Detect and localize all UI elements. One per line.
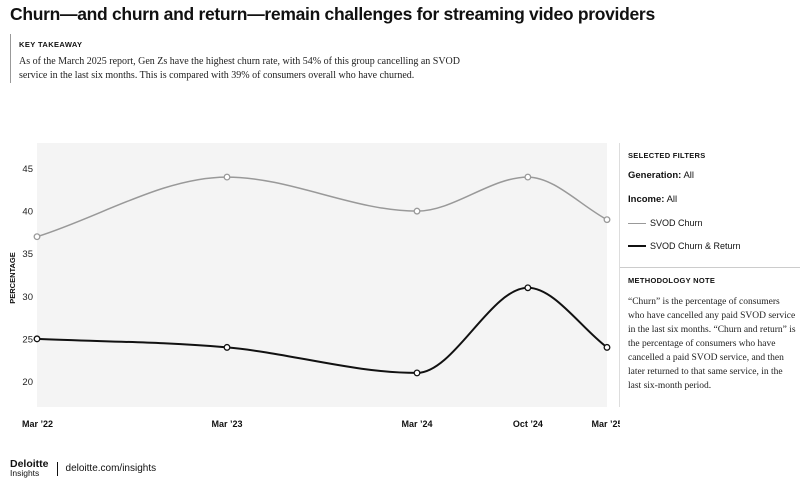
methodology-heading: METHODOLOGY NOTE bbox=[628, 276, 716, 285]
y-tick-label: 40 bbox=[22, 207, 33, 218]
methodology-text: “Churn” is the percentage of consumers w… bbox=[628, 297, 796, 391]
data-point-churn-return[interactable] bbox=[524, 284, 532, 292]
data-point-churn[interactable] bbox=[524, 173, 532, 181]
sidebar: SELECTED FILTERS Generation: All Income:… bbox=[619, 143, 800, 407]
legend-item-churn-return: SVOD Churn & Return bbox=[628, 241, 800, 251]
logo-line-1: Deloitte bbox=[10, 458, 49, 470]
legend-swatch-churn bbox=[628, 222, 646, 224]
page-title: Churn—and churn and return—remain challe… bbox=[10, 4, 655, 24]
sidebar-divider bbox=[620, 267, 800, 268]
data-point-churn-return[interactable] bbox=[603, 343, 611, 351]
legend-label-churn: SVOD Churn bbox=[650, 218, 703, 228]
income-filter: Income: All bbox=[628, 194, 800, 205]
income-filter-value: All bbox=[666, 194, 678, 205]
deloitte-insights-logo: Deloitte Insights bbox=[10, 458, 49, 478]
data-point-churn-return[interactable] bbox=[223, 343, 231, 351]
generation-filter-value: All bbox=[683, 170, 694, 181]
generation-filter-label: Generation: bbox=[628, 170, 682, 181]
x-tick-label: Mar ’22 bbox=[22, 419, 53, 429]
y-axis-label: PERCENTAGE bbox=[8, 252, 17, 304]
y-tick-label: 45 bbox=[22, 164, 33, 175]
key-takeaway-label: KEY TAKEAWAY bbox=[19, 40, 83, 49]
legend-label-churn-return: SVOD Churn & Return bbox=[650, 241, 741, 251]
footer-url-link[interactable]: deloitte.com/insights bbox=[56, 462, 156, 476]
filters-heading: SELECTED FILTERS bbox=[628, 151, 706, 160]
generation-filter: Generation: All bbox=[628, 170, 800, 181]
y-tick-label: 30 bbox=[22, 292, 33, 303]
series-line-churn-return bbox=[36, 286, 608, 374]
churn-line-chart: PERCENTAGE 20 25 30 35 40 45 Mar ’22 Mar ’23 Ma… bbox=[8, 143, 620, 429]
x-tick-label: Mar ’23 bbox=[211, 419, 242, 429]
y-tick-label: 25 bbox=[22, 334, 33, 345]
x-tick-label: Mar ’24 bbox=[401, 419, 432, 429]
footer: Deloitte Insights deloitte.com/insights bbox=[10, 458, 156, 478]
y-tick-label: 35 bbox=[22, 249, 33, 260]
data-point-churn-return[interactable] bbox=[33, 335, 41, 343]
key-takeaway: KEY TAKEAWAY As of the March 2025 report… bbox=[10, 34, 489, 83]
data-point-churn-return[interactable] bbox=[413, 369, 421, 377]
data-point-churn[interactable] bbox=[603, 216, 611, 224]
series-line-churn bbox=[36, 176, 608, 238]
data-point-churn[interactable] bbox=[33, 233, 41, 241]
legend-item-churn: SVOD Churn bbox=[628, 218, 800, 228]
income-filter-label: Income: bbox=[628, 194, 665, 205]
logo-line-2: Insights bbox=[10, 468, 40, 478]
legend-swatch-churn-return bbox=[628, 245, 646, 247]
x-tick-label: Mar ’25 bbox=[591, 419, 620, 429]
data-point-churn[interactable] bbox=[413, 207, 421, 215]
plot-background bbox=[37, 143, 607, 407]
key-takeaway-text: As of the March 2025 report, Gen Zs have… bbox=[19, 56, 461, 81]
y-tick-label: 20 bbox=[22, 377, 33, 388]
x-tick-label: Oct ’24 bbox=[513, 419, 543, 429]
data-point-churn[interactable] bbox=[223, 173, 231, 181]
